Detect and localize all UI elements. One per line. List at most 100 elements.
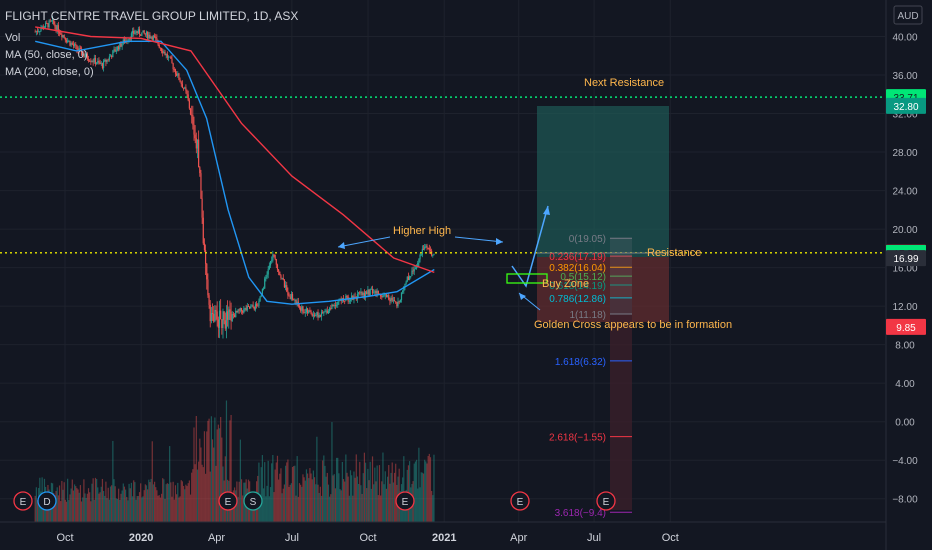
volume-bar — [140, 483, 142, 522]
candle-body — [380, 294, 382, 297]
candle-body — [118, 46, 120, 50]
volume-bar — [178, 497, 180, 522]
y-tick-label: 20.00 — [892, 225, 917, 236]
candle-body — [315, 315, 317, 317]
candle-body — [228, 309, 230, 320]
candle-body — [422, 248, 425, 250]
volume-bar — [354, 477, 356, 522]
candle-body — [279, 271, 281, 276]
volume-bar — [326, 472, 328, 522]
volume-bar — [225, 400, 228, 522]
volume-bar — [340, 490, 342, 522]
candle-body — [419, 254, 421, 260]
volume-bar — [119, 499, 121, 522]
candle-body — [57, 25, 59, 33]
candle-body — [426, 245, 428, 249]
volume-bar — [289, 484, 291, 522]
candle-body — [400, 292, 403, 300]
candle-body — [303, 312, 305, 314]
volume-bar — [296, 456, 298, 522]
candle-body — [385, 294, 388, 298]
volume-bar — [363, 452, 366, 522]
buy-zone-box — [506, 273, 548, 284]
volume-bar — [335, 457, 338, 522]
candle-body — [93, 57, 95, 63]
candle-body — [332, 304, 334, 307]
candle-body — [74, 44, 76, 46]
candle-body — [131, 30, 134, 34]
candle-body — [147, 31, 149, 39]
candle-body — [156, 38, 158, 41]
event-marker-label: E — [603, 497, 610, 508]
volume-bar — [381, 481, 383, 522]
candle-body — [409, 276, 411, 281]
volume-bar — [144, 484, 146, 522]
candle-body — [62, 35, 64, 38]
candle-body — [105, 59, 107, 63]
y-tick-label: 16.00 — [892, 264, 917, 275]
volume-bar — [67, 478, 69, 522]
candle-body — [300, 307, 302, 311]
candle-body — [76, 45, 78, 50]
volume-bar — [145, 485, 148, 522]
y-tick-label: 28.00 — [892, 148, 917, 159]
volume-bar — [184, 489, 186, 522]
volume-bar — [274, 469, 276, 522]
candle-body — [36, 30, 39, 32]
event-marker-label: S — [250, 497, 257, 508]
volume-bar — [74, 484, 76, 522]
volume-bar — [172, 481, 174, 522]
volume-bar — [98, 493, 100, 522]
volume-bar — [120, 493, 122, 522]
candle-body — [376, 290, 378, 294]
candle-body — [360, 291, 362, 293]
candle-body — [432, 255, 434, 256]
candle-body — [104, 59, 106, 61]
candle-body — [386, 295, 389, 298]
volume-bar — [303, 477, 305, 522]
volume-bar — [141, 497, 143, 522]
candle-body — [60, 33, 62, 35]
candle-body — [79, 48, 82, 50]
higher-high-arrow-right — [454, 236, 504, 243]
candle-body — [194, 134, 196, 139]
candle-body — [77, 49, 79, 51]
volume-bar — [422, 473, 425, 522]
candle-body — [382, 295, 384, 298]
volume-bar — [118, 488, 120, 522]
candle-body — [199, 167, 201, 174]
profit-zone — [537, 106, 669, 257]
candle-body — [61, 34, 63, 38]
candle-body — [176, 73, 178, 76]
currency-button[interactable]: AUD — [893, 5, 923, 25]
volume-bar — [304, 480, 306, 522]
volume-bar — [344, 481, 346, 522]
candle-body — [129, 38, 131, 40]
volume-bar — [266, 485, 268, 522]
volume-bar — [320, 495, 323, 522]
volume-bar — [93, 499, 95, 522]
volume-bar — [276, 455, 279, 522]
candle-body — [145, 31, 148, 35]
volume-bar — [71, 479, 73, 522]
candle-body — [428, 248, 430, 250]
candle-body — [375, 291, 377, 294]
candle-body — [215, 309, 217, 312]
candle-body — [405, 281, 407, 284]
candle-body — [108, 56, 110, 60]
candle-body — [177, 73, 179, 76]
candle-body — [159, 47, 161, 49]
higher-high-arrowhead-left — [338, 242, 345, 249]
volume-bar — [327, 484, 330, 522]
fib-levels: 0(19.05) 0.236(17.19)0.382(16.04)0.5(15.1… — [549, 234, 632, 519]
candle-body — [361, 291, 363, 296]
candle-body — [38, 31, 40, 33]
candle-body — [114, 49, 116, 52]
candle-body — [208, 295, 210, 305]
volume-bar — [287, 459, 289, 522]
volume-bar — [91, 483, 93, 522]
candle-body — [71, 43, 73, 45]
candle-body — [392, 300, 394, 301]
price-tag — [886, 318, 926, 335]
